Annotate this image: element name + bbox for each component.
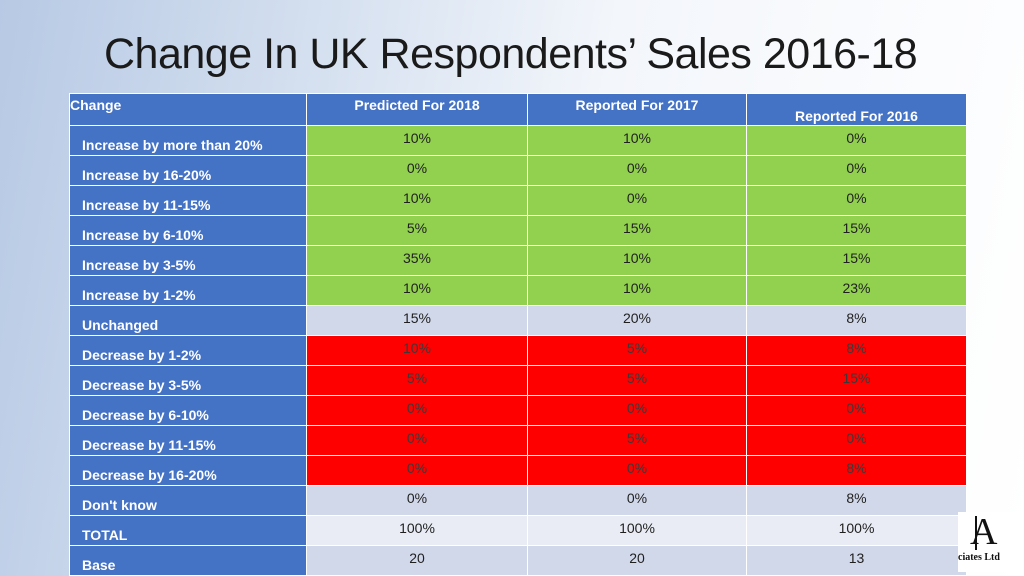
row-value: 15%: [746, 245, 967, 276]
row-value: 35%: [306, 245, 528, 276]
row-value: 0%: [527, 185, 747, 216]
row-value: 10%: [306, 125, 528, 156]
row-value: 10%: [306, 185, 528, 216]
row-value: 0%: [527, 485, 747, 516]
row-label: Increase by 1-2%: [69, 275, 307, 306]
logo-text: ciates Ltd: [958, 552, 1000, 563]
row-value: 5%: [306, 215, 528, 246]
row-value: 0%: [746, 185, 967, 216]
row-value: 0%: [527, 395, 747, 426]
row-value: 8%: [746, 485, 967, 516]
row-label: Increase by 6-10%: [69, 215, 307, 246]
table-header-row: Change Predicted For 2018 Reported For 2…: [69, 93, 967, 126]
table-body: Increase by more than 20% 10% 10% 0% Increas…: [69, 125, 967, 576]
header-reported-2017: Reported For 2017: [527, 93, 747, 126]
row-value: 0%: [527, 455, 747, 486]
header-predicted-2018: Predicted For 2018: [306, 93, 528, 126]
row-value: 0%: [306, 395, 528, 426]
row-value: 0%: [746, 395, 967, 426]
row-value: 20: [527, 545, 747, 576]
company-logo: A ciates Ltd: [958, 512, 1020, 572]
row-label: TOTAL: [69, 515, 307, 546]
row-label: Unchanged: [69, 305, 307, 336]
table-row: Increase by 11-15% 10% 0% 0%: [69, 185, 967, 216]
table-row: Increase by 3-5% 35% 10% 15%: [69, 245, 967, 276]
row-value: 15%: [746, 215, 967, 246]
row-value: 0%: [306, 155, 528, 186]
row-value: 0%: [306, 425, 528, 456]
row-label: Decrease by 16-20%: [69, 455, 307, 486]
table-row: TOTAL 100% 100% 100%: [69, 515, 967, 546]
row-value: 100%: [746, 515, 967, 546]
row-value: 100%: [527, 515, 747, 546]
row-value: 8%: [746, 455, 967, 486]
table-row: Increase by more than 20% 10% 10% 0%: [69, 125, 967, 156]
row-value: 0%: [306, 485, 528, 516]
row-value: 10%: [527, 125, 747, 156]
header-reported-2016: Reported For 2016: [746, 93, 967, 126]
row-value: 13: [746, 545, 967, 576]
table-row: Decrease by 6-10% 0% 0% 0%: [69, 395, 967, 426]
row-value: 5%: [527, 425, 747, 456]
row-value: 10%: [527, 275, 747, 306]
table-row: Increase by 6-10% 5% 15% 15%: [69, 215, 967, 246]
row-label: Base: [69, 545, 307, 576]
table-row: Base 20 20 13: [69, 545, 967, 576]
row-label: Increase by 11-15%: [69, 185, 307, 216]
row-label: Don't know: [69, 485, 307, 516]
row-value: 0%: [527, 155, 747, 186]
row-value: 5%: [527, 365, 747, 396]
table-row: Unchanged 15% 20% 8%: [69, 305, 967, 336]
row-label: Increase by 16-20%: [69, 155, 307, 186]
slide-title: Change In UK Respondents’ Sales 2016-18: [104, 30, 918, 78]
sales-change-table: Change Predicted For 2018 Reported For 2…: [69, 93, 967, 576]
row-value: 0%: [746, 125, 967, 156]
header-change: Change: [69, 93, 307, 126]
table-row: Decrease by 16-20% 0% 0% 8%: [69, 455, 967, 486]
table-row: Don't know 0% 0% 8%: [69, 485, 967, 516]
row-value: 10%: [527, 245, 747, 276]
row-value: 0%: [746, 425, 967, 456]
row-label: Decrease by 11-15%: [69, 425, 307, 456]
row-value: 5%: [527, 335, 747, 366]
row-value: 100%: [306, 515, 528, 546]
row-label: Increase by more than 20%: [69, 125, 307, 156]
row-label: Increase by 3-5%: [69, 245, 307, 276]
row-value: 8%: [746, 305, 967, 336]
row-value: 0%: [306, 455, 528, 486]
row-value: 15%: [746, 365, 967, 396]
row-value: 23%: [746, 275, 967, 306]
table-row: Decrease by 1-2% 10% 5% 8%: [69, 335, 967, 366]
row-value: 20: [306, 545, 528, 576]
table-row: Decrease by 11-15% 0% 5% 0%: [69, 425, 967, 456]
table-row: Increase by 16-20% 0% 0% 0%: [69, 155, 967, 186]
row-value: 10%: [306, 275, 528, 306]
row-value: 15%: [306, 305, 528, 336]
row-label: Decrease by 1-2%: [69, 335, 307, 366]
row-label: Decrease by 6-10%: [69, 395, 307, 426]
table-row: Increase by 1-2% 10% 10% 23%: [69, 275, 967, 306]
row-value: 0%: [746, 155, 967, 186]
row-value: 5%: [306, 365, 528, 396]
row-value: 8%: [746, 335, 967, 366]
logo-glyph: A: [970, 512, 998, 553]
table-row: Decrease by 3-5% 5% 5% 15%: [69, 365, 967, 396]
row-value: 15%: [527, 215, 747, 246]
row-label: Decrease by 3-5%: [69, 365, 307, 396]
row-value: 20%: [527, 305, 747, 336]
logo-bar: [975, 516, 977, 550]
row-value: 10%: [306, 335, 528, 366]
